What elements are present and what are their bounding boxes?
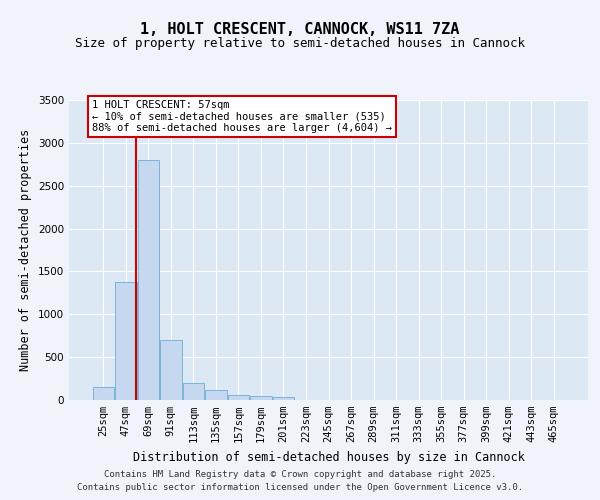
Bar — [137, 160, 159, 400]
Y-axis label: Number of semi-detached properties: Number of semi-detached properties — [19, 129, 32, 371]
X-axis label: Distribution of semi-detached houses by size in Cannock: Distribution of semi-detached houses by … — [133, 450, 524, 464]
Bar — [182, 383, 204, 400]
Bar — [273, 398, 294, 400]
Text: Size of property relative to semi-detached houses in Cannock: Size of property relative to semi-detach… — [75, 38, 525, 51]
Text: Contains HM Land Registry data © Crown copyright and database right 2025.: Contains HM Land Registry data © Crown c… — [104, 470, 496, 479]
Bar — [92, 387, 114, 400]
Bar — [115, 282, 137, 400]
Bar — [160, 340, 182, 400]
Text: Contains public sector information licensed under the Open Government Licence v3: Contains public sector information licen… — [77, 482, 523, 492]
Text: 1 HOLT CRESCENT: 57sqm
← 10% of semi-detached houses are smaller (535)
88% of se: 1 HOLT CRESCENT: 57sqm ← 10% of semi-det… — [92, 100, 392, 133]
Text: 1, HOLT CRESCENT, CANNOCK, WS11 7ZA: 1, HOLT CRESCENT, CANNOCK, WS11 7ZA — [140, 22, 460, 38]
Bar — [205, 390, 227, 400]
Bar — [228, 395, 249, 400]
Bar — [250, 396, 272, 400]
